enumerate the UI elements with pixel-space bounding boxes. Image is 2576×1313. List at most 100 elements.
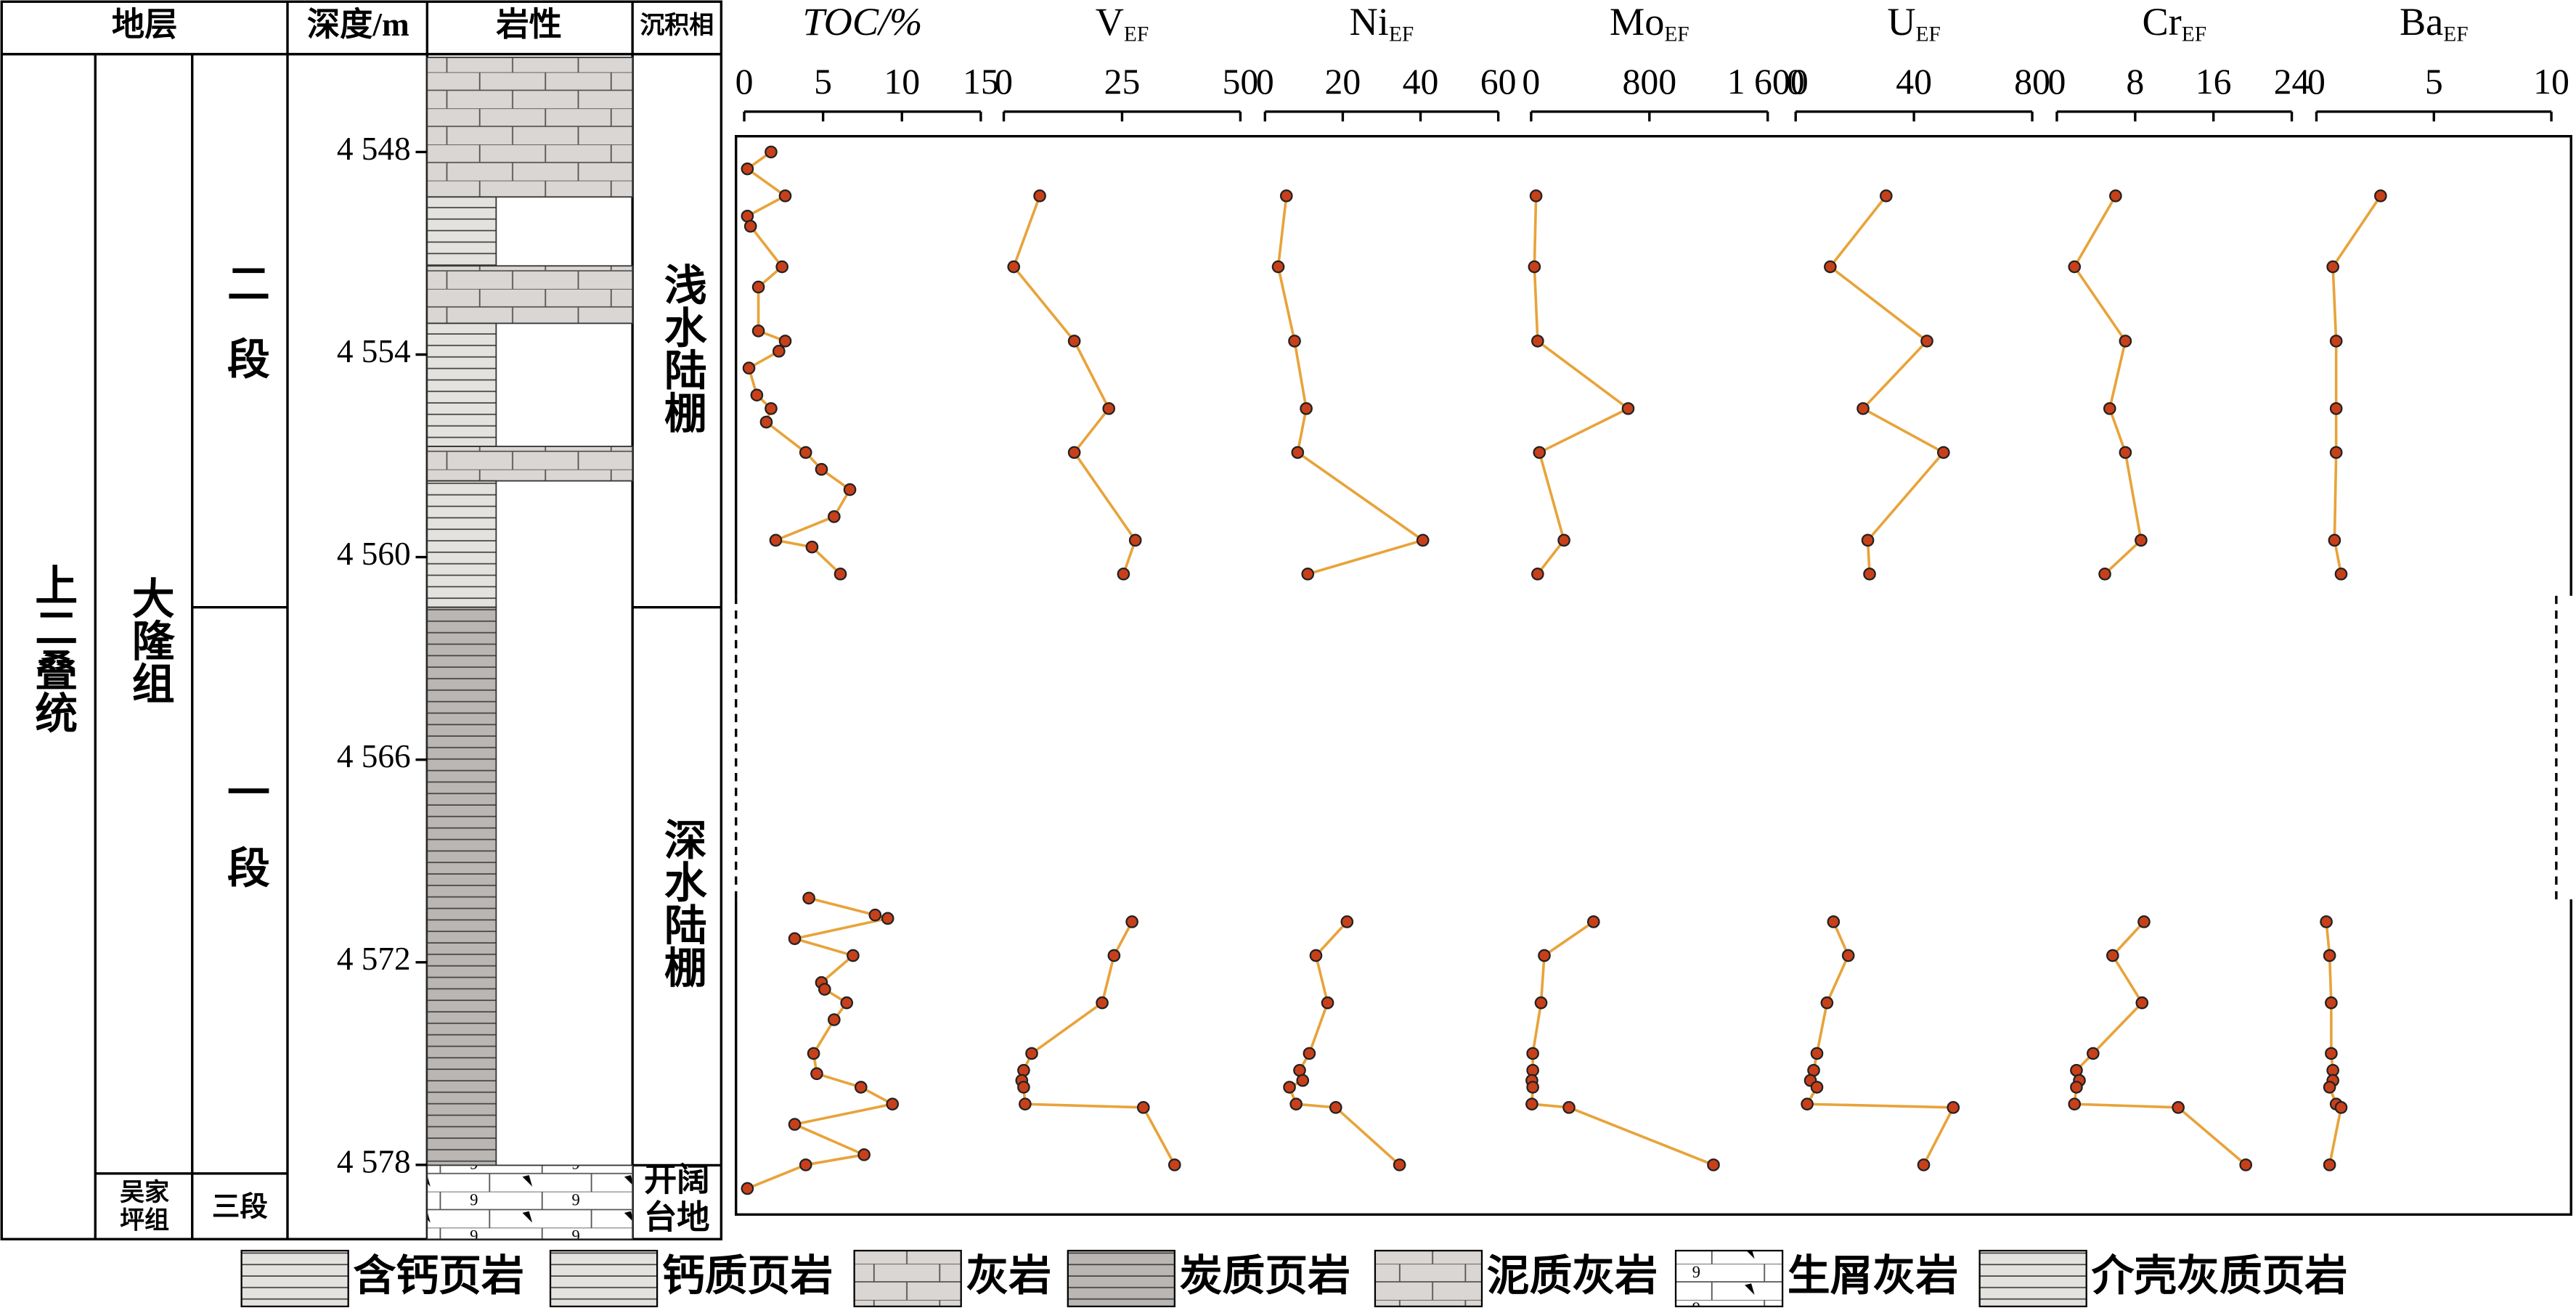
sample-point bbox=[1557, 533, 1570, 547]
sample-point bbox=[1289, 1097, 1303, 1110]
sample-point bbox=[840, 996, 854, 1010]
sample-point bbox=[2068, 1097, 2082, 1110]
x-tick-label: 800 bbox=[1622, 62, 1676, 102]
sample-point bbox=[778, 335, 792, 348]
member: 一段 bbox=[221, 770, 269, 921]
sample-point bbox=[1538, 949, 1551, 962]
axis-title: TOC/% bbox=[802, 1, 922, 44]
profile-line bbox=[2073, 920, 2247, 1166]
axis-title-main: Ni bbox=[1350, 1, 1389, 44]
sample-point bbox=[1096, 996, 1109, 1010]
sample-point bbox=[1856, 402, 1870, 415]
sample-point bbox=[1309, 949, 1323, 962]
sample-point bbox=[1937, 446, 1950, 459]
sample-point bbox=[1279, 189, 1293, 203]
x-tick-label: 24 bbox=[2274, 62, 2310, 102]
x-tick-label: 1 600 bbox=[1727, 62, 1809, 102]
sample-point bbox=[765, 402, 778, 415]
header: 岩性 bbox=[496, 7, 562, 43]
sample-point bbox=[854, 1081, 868, 1094]
sample-point bbox=[2325, 996, 2338, 1010]
sample-point bbox=[1271, 260, 1285, 274]
sample-point bbox=[1526, 1081, 1539, 1094]
profile-line bbox=[1828, 195, 1946, 574]
sample-point bbox=[1107, 949, 1121, 962]
legend-label: 介壳灰质页岩 bbox=[2091, 1252, 2347, 1299]
sample-point bbox=[1296, 1073, 1310, 1087]
sample-point bbox=[743, 219, 757, 233]
sample-point bbox=[2334, 568, 2348, 581]
formation: 坪组 bbox=[120, 1206, 169, 1234]
facies: 深水陆棚 bbox=[658, 817, 706, 988]
x-tick-label: 5 bbox=[2425, 62, 2443, 102]
sample-point bbox=[2329, 446, 2343, 459]
legend-label: 炭质页岩 bbox=[1180, 1252, 1350, 1299]
sample-point bbox=[828, 510, 841, 523]
profile-line bbox=[2331, 195, 2382, 575]
sample-point bbox=[1528, 260, 1541, 274]
y-tick-label: 4 554 bbox=[337, 333, 411, 369]
sample-point bbox=[886, 1097, 900, 1110]
sample-point bbox=[2328, 533, 2341, 547]
profile-line bbox=[1012, 195, 1137, 575]
sample-point bbox=[868, 908, 882, 922]
axis-title-main: Mo bbox=[1610, 1, 1664, 44]
x-tick-label: 0 bbox=[2307, 62, 2326, 102]
sample-point bbox=[1879, 189, 1893, 203]
sample-point bbox=[1824, 260, 1837, 274]
axis-title-main: Cr bbox=[2142, 1, 2181, 44]
sample-point bbox=[2135, 533, 2148, 547]
sample-point bbox=[1801, 1097, 1814, 1110]
legend-label: 含钙页岩 bbox=[353, 1252, 523, 1299]
y-tick-label: 4 548 bbox=[337, 131, 411, 167]
sample-point bbox=[1861, 533, 1875, 547]
member: 二段 bbox=[221, 261, 269, 412]
sample-point bbox=[2239, 1158, 2253, 1171]
sample-point bbox=[2329, 402, 2343, 415]
sample-point bbox=[2119, 335, 2132, 348]
legend bbox=[240, 1249, 2087, 1308]
axis-title: MoEF bbox=[1610, 1, 1690, 46]
sample-point bbox=[1917, 1158, 1931, 1171]
legend-label: 钙质页岩 bbox=[662, 1252, 833, 1299]
axis-title: VEF bbox=[1096, 1, 1149, 46]
sample-point bbox=[1125, 915, 1138, 928]
sample-point bbox=[818, 983, 831, 996]
profile-line bbox=[1530, 920, 1714, 1166]
x-tick-label: 60 bbox=[1480, 62, 1517, 102]
axis-title-sub: EF bbox=[1664, 23, 1689, 46]
axis-title-sub: EF bbox=[2182, 23, 2206, 46]
sample-point bbox=[765, 145, 778, 159]
sample-point bbox=[1291, 446, 1305, 459]
profile-line bbox=[1020, 921, 1176, 1166]
x-tick-label: 25 bbox=[1104, 62, 1141, 102]
axis-title: BaEF bbox=[2400, 1, 2469, 46]
axis-title-sub: EF bbox=[1389, 23, 1414, 46]
sample-point bbox=[778, 189, 792, 203]
sample-point bbox=[1820, 996, 1834, 1010]
sample-point bbox=[1283, 1081, 1296, 1094]
x-tick-label: 20 bbox=[1325, 62, 1361, 102]
sample-point bbox=[751, 324, 765, 338]
x-tick-label: 0 bbox=[995, 62, 1013, 102]
sample-point bbox=[788, 1118, 802, 1131]
x-tick-label: 10 bbox=[884, 62, 920, 102]
sample-point bbox=[1019, 1097, 1032, 1110]
sample-point bbox=[1531, 568, 1544, 581]
sample-point bbox=[1707, 1158, 1720, 1171]
facies: 开阔 bbox=[644, 1162, 710, 1198]
sample-point bbox=[1920, 335, 1933, 348]
axis-title-main: U bbox=[1887, 1, 1915, 44]
sample-point bbox=[1300, 402, 1313, 415]
sample-point bbox=[2109, 189, 2122, 203]
axis-title-main: TOC/% bbox=[802, 1, 922, 44]
sample-point bbox=[1841, 949, 1855, 962]
sample-point bbox=[772, 345, 786, 358]
profile-line bbox=[1276, 195, 1426, 576]
x-tick-label: 50 bbox=[1222, 62, 1258, 102]
header: 地层 bbox=[112, 7, 178, 43]
sample-point bbox=[1321, 996, 1334, 1010]
x-tick-label: 40 bbox=[1403, 62, 1439, 102]
sample-point bbox=[799, 446, 812, 459]
